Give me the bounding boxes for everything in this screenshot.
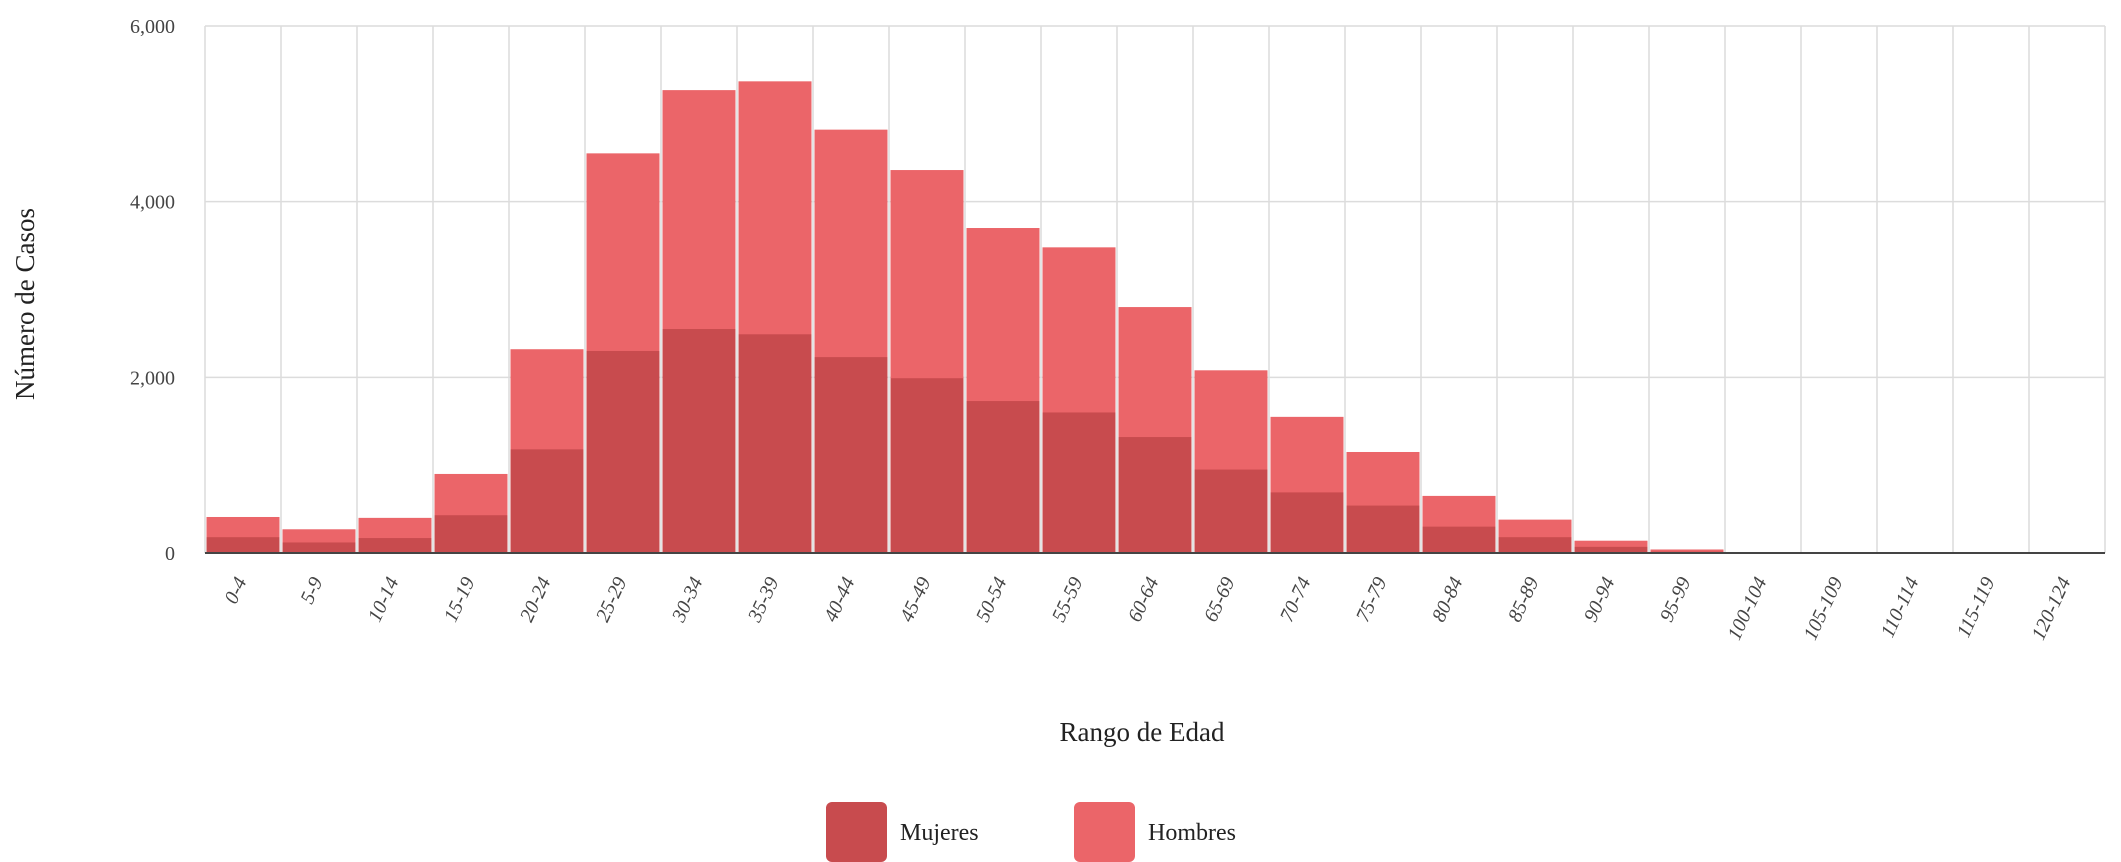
bar-mujeres-80-84[interactable] [1423,527,1496,553]
legend-item-mujeres[interactable]: Mujeres [826,802,979,862]
bar-mujeres-20-24[interactable] [511,449,584,553]
bar-mujeres-35-39[interactable] [739,334,812,553]
legend-swatch-hombres [1074,802,1135,862]
legend-label-hombres: Hombres [1148,820,1236,846]
x-axis-ticks: 0-4 5-9 10-14 15-19 20-24 25-29 30-34 35-39 40-4… [220,574,2075,644]
x-tick-label-45-49: 45-49 [896,574,936,626]
legend-swatch-mujeres [826,802,887,862]
bar-mujeres-0-4[interactable] [207,537,280,553]
x-tick-label-5-9: 5-9 [296,574,327,607]
x-tick-label-65-69: 65-69 [1200,574,1240,626]
bar-mujeres-50-54[interactable] [967,401,1040,553]
x-tick-label-40-44: 40-44 [820,574,860,626]
legend-label-mujeres: Mujeres [900,820,979,846]
x-tick-label-20-24: 20-24 [516,574,556,626]
bar-mujeres-55-59[interactable] [1043,412,1116,553]
bar-mujeres-70-74[interactable] [1271,492,1344,553]
y-tick-label-0: 0 [165,543,175,565]
y-axis-title: Número de Casos [10,208,40,400]
x-tick-label-120-124: 120-124 [2027,574,2075,644]
x-tick-label-105-109: 105-109 [1799,574,1847,644]
bar-mujeres-45-49[interactable] [891,378,964,553]
x-tick-label-95-99: 95-99 [1656,574,1696,626]
x-tick-label-80-84: 80-84 [1428,574,1468,626]
x-tick-label-30-34: 30-34 [667,574,707,627]
bar-mujeres-15-19[interactable] [435,515,508,553]
bar-mujeres-40-44[interactable] [815,357,888,553]
x-tick-label-110-114: 110-114 [1877,574,1924,641]
x-tick-label-85-89: 85-89 [1504,574,1544,626]
x-tick-label-25-29: 25-29 [592,574,632,626]
x-tick-label-55-59: 55-59 [1048,574,1088,626]
x-axis-title: Rango de Edad [1060,717,1225,747]
y-tick-label-2: 4,000 [130,192,175,214]
x-tick-label-100-104: 100-104 [1723,574,1771,644]
bar-mujeres-10-14[interactable] [359,538,432,553]
bar-mujeres-25-29[interactable] [587,351,660,553]
x-tick-label-15-19: 15-19 [440,574,480,626]
x-tick-label-10-14: 10-14 [364,574,404,626]
bar-mujeres-65-69[interactable] [1195,470,1268,553]
x-tick-label-70-74: 70-74 [1276,574,1316,626]
bar-mujeres-85-89[interactable] [1499,537,1572,553]
legend-item-hombres[interactable]: Hombres [1074,802,1236,862]
x-tick-label-35-39: 35-39 [743,574,783,627]
x-tick-label-0-4: 0-4 [220,574,251,607]
y-tick-label-3: 6,000 [130,16,175,38]
y-axis-ticks: 0 2,000 4,000 6,000 [130,16,175,565]
bar-mujeres-75-79[interactable] [1347,506,1420,553]
legend: Mujeres Hombres [826,802,1236,862]
bar-mujeres-5-9[interactable] [283,542,356,553]
x-tick-label-60-64: 60-64 [1124,574,1164,626]
x-tick-label-115-119: 115-119 [1953,574,2000,641]
bar-mujeres-30-34[interactable] [663,329,736,553]
x-tick-label-75-79: 75-79 [1352,574,1392,626]
x-tick-label-90-94: 90-94 [1580,574,1620,626]
bar-mujeres-60-64[interactable] [1119,437,1192,553]
y-tick-label-1: 2,000 [130,367,175,389]
x-tick-label-50-54: 50-54 [972,574,1012,626]
